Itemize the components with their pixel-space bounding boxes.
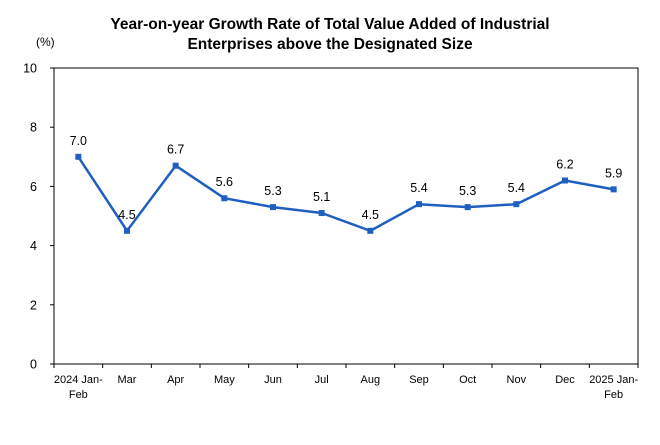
x-tick-label-0-line-1: 2024 Jan- — [54, 374, 103, 386]
x-tick-label-11-line-2: Feb — [604, 389, 623, 401]
data-point-4 — [270, 204, 276, 211]
data-label-2: 6.7 — [167, 143, 184, 157]
y-tick-label-10: 10 — [23, 62, 37, 76]
y-tick-label-0: 0 — [30, 358, 37, 372]
plot-area-border — [53, 67, 639, 365]
data-point-0 — [75, 153, 82, 160]
x-tick-label-5-line-1: Jul — [315, 374, 329, 386]
x-tick-label-6-line-1: Aug — [361, 374, 381, 386]
y-tick-label-6: 6 — [30, 180, 37, 194]
x-tick-label-2-line-1: Apr — [167, 374, 184, 386]
x-tick-label-11-line-1: 2025 Jan- — [589, 374, 638, 386]
x-tick-label-9-line-1: Nov — [507, 374, 527, 386]
chart-title-line-1: Year-on-year Growth Rate of Total Value … — [110, 16, 549, 33]
data-label-0: 7.0 — [70, 134, 87, 148]
x-tick-label-7-line-1: Sep — [409, 374, 429, 386]
data-label-10: 6.2 — [556, 157, 573, 171]
data-point-9 — [513, 201, 520, 208]
x-tick-label-4-line-1: Jun — [264, 374, 282, 386]
data-label-3: 5.6 — [216, 175, 233, 189]
data-label-11: 5.9 — [605, 166, 622, 180]
data-point-11 — [610, 186, 617, 193]
data-point-3 — [221, 195, 228, 202]
series-growth-rate — [75, 153, 617, 234]
y-tick-label-2: 2 — [30, 298, 37, 312]
x-tick-label-0-line-2: Feb — [69, 389, 88, 401]
data-label-5: 5.1 — [313, 190, 330, 204]
data-point-8 — [464, 204, 471, 211]
y-axis-ticks: 0 2 4 6 8 10 — [23, 62, 54, 372]
data-point-6 — [367, 227, 374, 234]
data-point-7 — [416, 201, 422, 208]
x-axis-ticks: 2024 Jan- Feb Mar Apr May Jun Jul Aug Sep Oct Nov D… — [53, 364, 639, 401]
x-tick-label-3-line-1: May — [214, 374, 235, 386]
data-point-1 — [124, 227, 130, 234]
data-point-10 — [562, 177, 568, 184]
y-tick-label-4: 4 — [30, 239, 37, 253]
y-tick-label-8: 8 — [30, 121, 37, 135]
data-label-4: 5.3 — [264, 184, 281, 198]
data-label-7: 5.4 — [410, 181, 427, 195]
x-tick-label-10-line-1: Dec — [555, 374, 575, 386]
data-label-6: 4.5 — [362, 208, 379, 222]
data-labels: 7.0 4.5 6.7 5.6 5.3 5.1 4.5 5.4 5.3 5.4 6.2 5.9 — [70, 134, 623, 222]
data-label-9: 5.4 — [508, 181, 525, 195]
y-axis-unit-label: (%) — [36, 35, 55, 49]
data-label-1: 4.5 — [118, 208, 135, 222]
series-line — [77, 156, 614, 233]
data-label-8: 5.3 — [459, 184, 476, 198]
chart-title-line-2: Enterprises above the Designated Size — [187, 36, 473, 53]
x-tick-label-1-line-1: Mar — [118, 374, 137, 386]
x-tick-label-8-line-1: Oct — [459, 374, 476, 386]
data-point-5 — [318, 210, 325, 217]
data-point-2 — [172, 162, 179, 169]
